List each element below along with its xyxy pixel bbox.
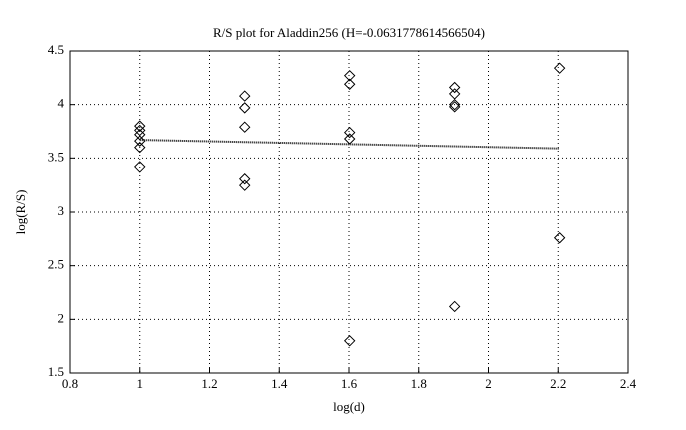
x-tick-label: 2.4 bbox=[620, 376, 637, 391]
y-tick-label: 1.5 bbox=[48, 364, 64, 379]
point bbox=[239, 179, 251, 191]
chart-title: R/S plot for Aladdin256 (H=-0.0631778614… bbox=[213, 25, 485, 40]
point bbox=[448, 88, 461, 100]
point bbox=[448, 300, 461, 313]
point bbox=[448, 101, 461, 113]
point bbox=[239, 102, 251, 114]
point bbox=[448, 81, 461, 94]
y-tick-label: 4.5 bbox=[48, 42, 64, 57]
point bbox=[343, 69, 356, 82]
x-tick-label: 0.8 bbox=[62, 376, 78, 391]
point bbox=[553, 232, 566, 244]
point bbox=[134, 141, 146, 154]
point bbox=[134, 124, 146, 137]
point bbox=[239, 90, 251, 102]
y-tick-label: 3 bbox=[58, 203, 65, 218]
x-tick-label: 1 bbox=[137, 376, 144, 391]
point bbox=[553, 62, 566, 74]
x-axis-label: log(d) bbox=[333, 399, 365, 414]
y-tick-label: 3.5 bbox=[48, 149, 64, 164]
y-tick-label: 2 bbox=[58, 310, 65, 325]
point bbox=[134, 135, 146, 147]
y-tick-label: 2.5 bbox=[48, 257, 64, 272]
point bbox=[134, 120, 146, 132]
point bbox=[343, 78, 356, 90]
x-tick-label: 1.2 bbox=[201, 376, 217, 391]
point bbox=[134, 161, 146, 173]
point bbox=[134, 129, 146, 141]
x-tick-label: 1.8 bbox=[411, 376, 427, 391]
x-tick-label: 1.6 bbox=[341, 376, 358, 391]
y-axis-label: log(R/S) bbox=[13, 190, 28, 235]
point bbox=[343, 335, 356, 347]
x-tick-label: 2 bbox=[485, 376, 492, 391]
point bbox=[239, 173, 251, 185]
point bbox=[239, 121, 251, 133]
x-tick-label: 1.4 bbox=[271, 376, 288, 391]
point bbox=[448, 98, 461, 111]
x-tick-label: 2.2 bbox=[550, 376, 566, 391]
y-tick-label: 4 bbox=[58, 96, 65, 111]
point bbox=[343, 126, 356, 139]
point bbox=[343, 133, 356, 145]
